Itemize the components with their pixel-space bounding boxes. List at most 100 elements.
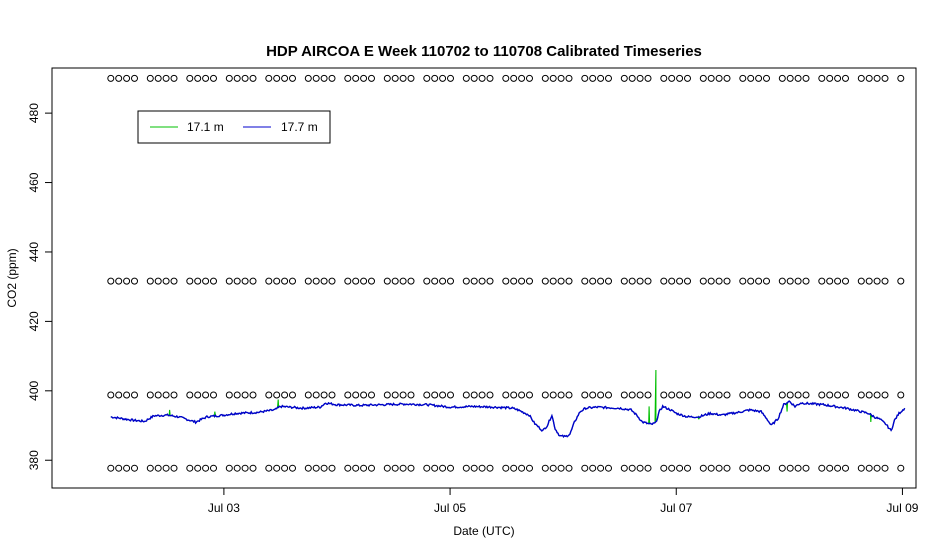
cal-point	[289, 391, 296, 399]
cal-point	[644, 74, 652, 82]
cal-point	[668, 74, 676, 82]
cal-point	[170, 391, 178, 399]
cal-point	[186, 277, 194, 285]
cal-point	[502, 464, 510, 472]
cal-point	[581, 391, 589, 399]
cal-point	[399, 464, 407, 472]
y-tick-label-3: 440	[27, 242, 41, 262]
cal-point	[423, 277, 431, 285]
cal-point	[352, 391, 360, 399]
cal-point	[628, 74, 636, 82]
cal-point	[115, 74, 123, 82]
cal-point	[739, 277, 747, 285]
cal-point	[565, 277, 573, 285]
cal-point	[154, 277, 162, 285]
chart-title: HDP AIRCOA E Week 110702 to 110708 Calib…	[266, 43, 702, 60]
cal-point	[794, 277, 802, 285]
cal-point	[210, 277, 217, 285]
cal-point	[368, 391, 375, 399]
cal-point	[723, 277, 731, 285]
cal-point	[589, 464, 597, 472]
cal-point	[763, 391, 770, 399]
cal-point	[273, 391, 281, 399]
cal-point	[628, 277, 636, 285]
cal-point	[707, 74, 715, 82]
cal-point	[265, 464, 273, 472]
cal-point	[273, 277, 281, 285]
cal-point	[597, 277, 605, 285]
cal-point	[162, 391, 170, 399]
cal-point	[352, 464, 360, 472]
cal-point	[431, 277, 439, 285]
cal-point	[225, 277, 233, 285]
cal-point	[842, 391, 849, 399]
cal-point	[399, 277, 407, 285]
cal-point	[565, 391, 573, 399]
cal-point	[660, 391, 668, 399]
cal-point	[107, 391, 115, 399]
cal-point	[447, 391, 454, 399]
cal-point	[304, 74, 312, 82]
cal-point	[312, 277, 320, 285]
y-tick-label-2: 420	[27, 311, 41, 331]
cal-point	[328, 391, 336, 399]
cal-point	[581, 464, 589, 472]
cal-point	[842, 464, 849, 472]
cal-point	[107, 74, 115, 82]
cal-point	[131, 74, 138, 82]
cal-point	[194, 391, 202, 399]
cal-point	[470, 464, 478, 472]
cal-point	[518, 74, 526, 82]
cal-point	[328, 74, 336, 82]
cal-point	[186, 391, 194, 399]
cal-point	[225, 74, 233, 82]
cal-point	[146, 277, 154, 285]
cal-point	[170, 74, 178, 82]
cal-point	[312, 391, 320, 399]
cal-point	[857, 74, 865, 82]
cal-point	[241, 74, 249, 82]
cal-point	[383, 74, 391, 82]
cal-point	[747, 74, 755, 82]
y-axis-label: CO2 (ppm)	[5, 248, 19, 307]
cal-point	[462, 391, 470, 399]
cal-point	[170, 277, 178, 285]
cal-point	[273, 74, 281, 82]
cal-point	[881, 277, 889, 285]
cal-point	[739, 391, 747, 399]
cal-point	[304, 391, 312, 399]
cal-point	[778, 277, 786, 285]
cal-point	[605, 391, 612, 399]
cal-point	[202, 391, 210, 399]
cal-point	[589, 74, 597, 82]
cal-point	[194, 464, 202, 472]
cal-point	[131, 277, 138, 285]
cal-point	[289, 74, 296, 82]
cal-point	[478, 391, 486, 399]
cal-point	[541, 391, 549, 399]
cal-point	[715, 391, 723, 399]
cal-point	[186, 464, 194, 472]
series-lines	[110, 369, 906, 438]
cal-point	[865, 277, 873, 285]
cal-point	[439, 464, 447, 472]
cal-point	[249, 277, 257, 285]
cal-point	[304, 277, 312, 285]
cal-point	[470, 74, 478, 82]
cal-point	[857, 277, 865, 285]
cal-point	[154, 74, 162, 82]
cal-point	[865, 391, 873, 399]
cal-point	[439, 74, 447, 82]
cal-point	[723, 74, 731, 82]
cal-point	[131, 391, 138, 399]
cal-point	[202, 74, 210, 82]
cal-point	[747, 391, 755, 399]
cal-point	[439, 391, 447, 399]
cal-point	[526, 74, 533, 82]
cal-point	[146, 391, 154, 399]
cal-point	[668, 391, 676, 399]
x-axis: Jul 03 Jul 05 Jul 07 Jul 09	[208, 488, 919, 515]
cal-point	[699, 277, 707, 285]
cal-point	[786, 391, 794, 399]
cal-point	[786, 74, 794, 82]
